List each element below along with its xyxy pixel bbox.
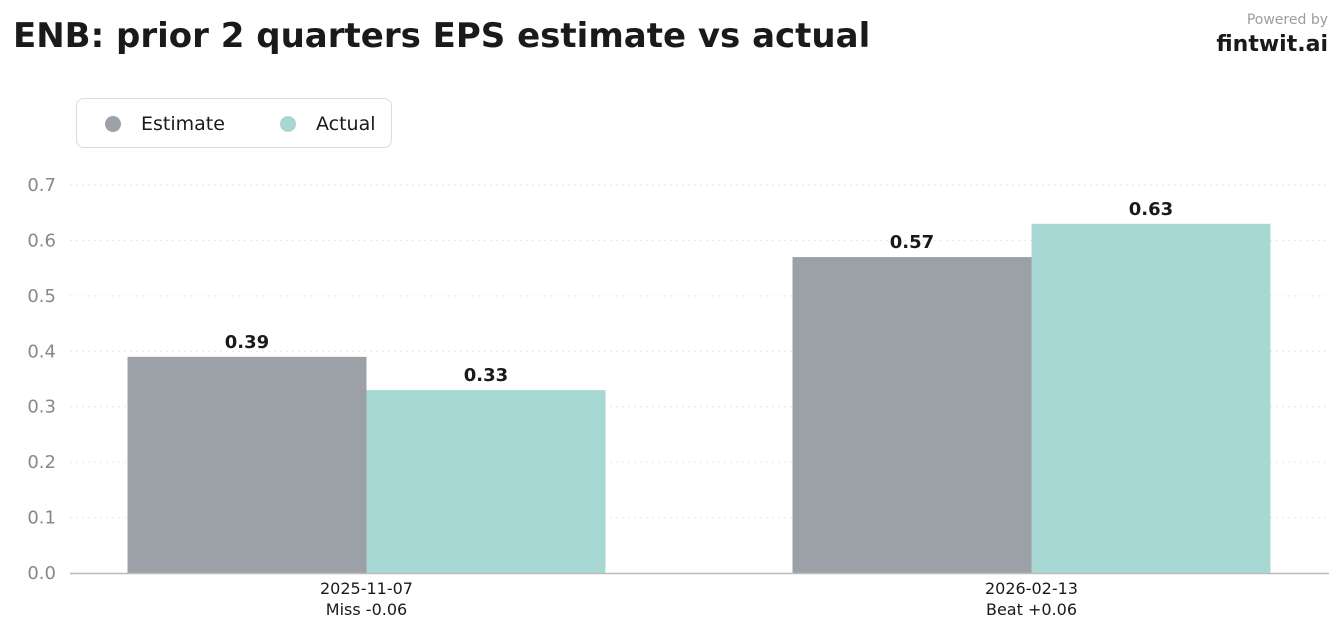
x-category-date: 2026-02-13 [985,579,1078,598]
bar-estimate-1 [127,356,367,573]
y-tick-label: 0.0 [27,563,56,584]
chart-title: ENB: prior 2 quarters EPS estimate vs ac… [13,16,871,56]
x-category-date: 2025-11-07 [320,579,413,598]
bar-estimate-2 [792,257,1032,573]
y-tick-label: 0.1 [27,508,56,529]
y-tick-label: 0.4 [27,341,56,362]
y-tick-label: 0.6 [27,230,56,251]
legend-swatch-actual [280,116,296,132]
bar-value-label: 0.39 [225,332,269,353]
legend-swatch-estimate [105,116,121,132]
x-axis-category-labels: 2025-11-07 Miss -0.06 2026-02-13 Beat +0.06 [320,579,1078,619]
bars [127,223,1271,574]
y-tick-label: 0.5 [27,286,56,307]
powered-by-label: Powered by [1246,12,1328,28]
y-axis-ticks: 0.0 0.1 0.2 0.3 0.4 0.5 0.6 0.7 [27,175,56,584]
y-tick-label: 0.3 [27,397,56,418]
y-tick-label: 0.7 [27,175,56,196]
chart-legend: Estimate Actual [76,98,392,148]
legend-label-actual: Actual [316,113,376,135]
legend-item-estimate: Estimate [105,99,225,149]
bar-value-labels: 0.39 0.33 0.57 0.63 [225,199,1173,386]
brand-block: Powered by fintwit.ai [1216,10,1328,60]
legend-label-estimate: Estimate [141,113,225,135]
bar-value-label: 0.33 [464,365,508,386]
x-category-result: Miss -0.06 [326,600,407,619]
x-category-result: Beat +0.06 [986,600,1077,619]
bar-actual-2 [1031,223,1271,574]
y-tick-label: 0.2 [27,452,56,473]
bar-value-label: 0.63 [1129,199,1173,220]
brand-name: fintwit.ai [1216,32,1328,57]
legend-item-actual: Actual [280,99,376,149]
bar-actual-1 [366,390,606,573]
bar-value-label: 0.57 [890,232,934,253]
